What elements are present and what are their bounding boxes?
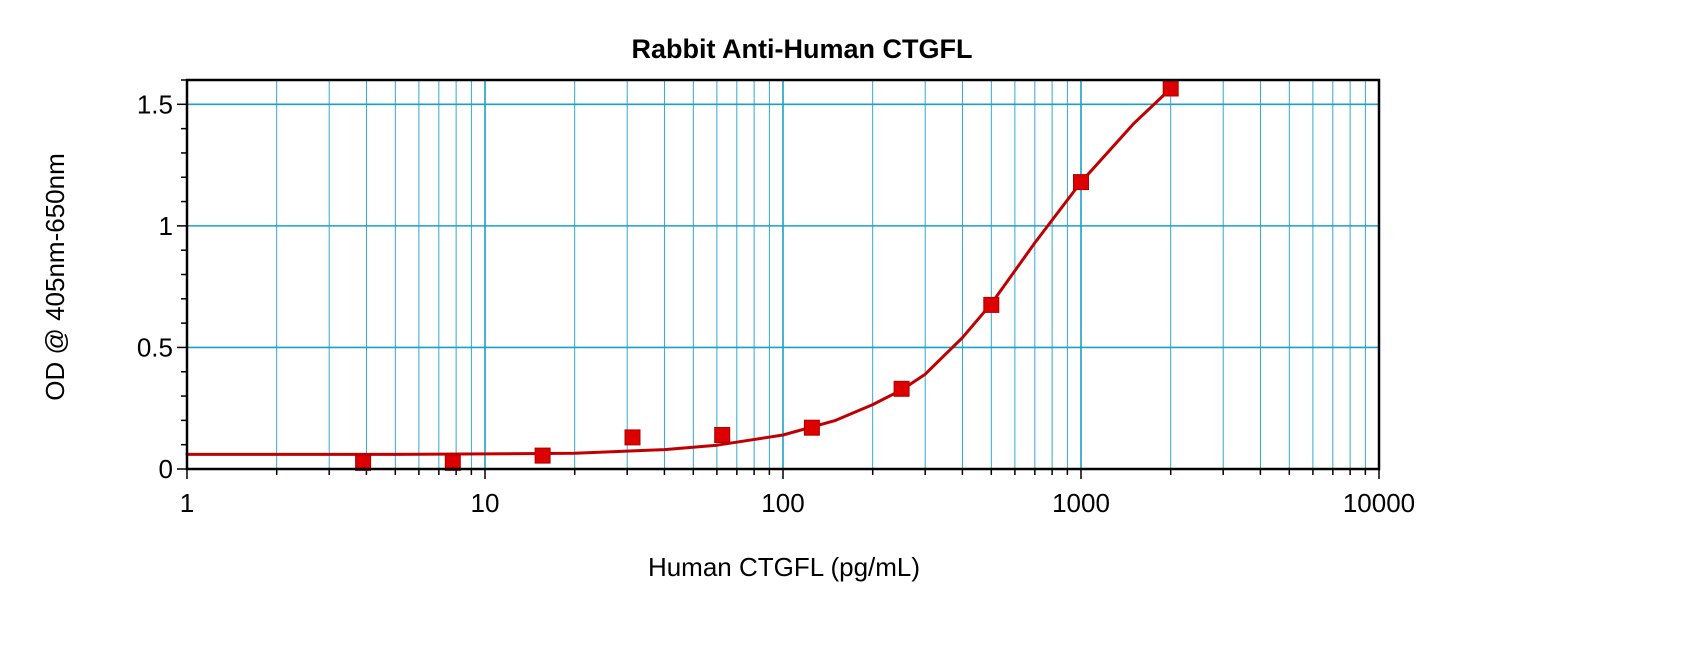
data-point: [714, 427, 731, 443]
fit-curve: [185, 87, 1173, 456]
plot-frame: [185, 78, 1381, 471]
data-point: [983, 296, 1000, 313]
chart-title: Rabbit Anti-Human CTGFL: [632, 34, 973, 64]
fit-curve-layer: [185, 87, 1173, 456]
data-point: [624, 429, 641, 446]
data-point: [893, 380, 910, 397]
axes: 0 0.5 1 1.5 1 10 100 1000 10000: [137, 79, 1415, 518]
data-point: [534, 447, 551, 464]
data-point: [803, 419, 820, 436]
y-tick-label: 0: [159, 454, 173, 484]
x-tick-label: 100: [761, 488, 804, 518]
data-point: [444, 454, 461, 471]
grid: [187, 80, 1379, 469]
data-point: [1162, 80, 1179, 97]
y-tick-label: 1.5: [137, 89, 173, 119]
x-tick-label: 1: [180, 488, 194, 518]
x-tick-label: 10: [471, 488, 500, 518]
y-tick-label: 1: [159, 211, 173, 241]
y-tick-label: 0.5: [137, 332, 173, 362]
y-axis-title: OD @ 405nm-650nm: [40, 153, 70, 401]
data-points: [355, 80, 1179, 471]
x-axis-title: Human CTGFL (pg/mL): [648, 552, 920, 582]
data-point: [355, 454, 372, 471]
x-tick-label: 1000: [1052, 488, 1110, 518]
data-point: [1073, 174, 1089, 191]
x-tick-label: 10000: [1343, 488, 1415, 518]
